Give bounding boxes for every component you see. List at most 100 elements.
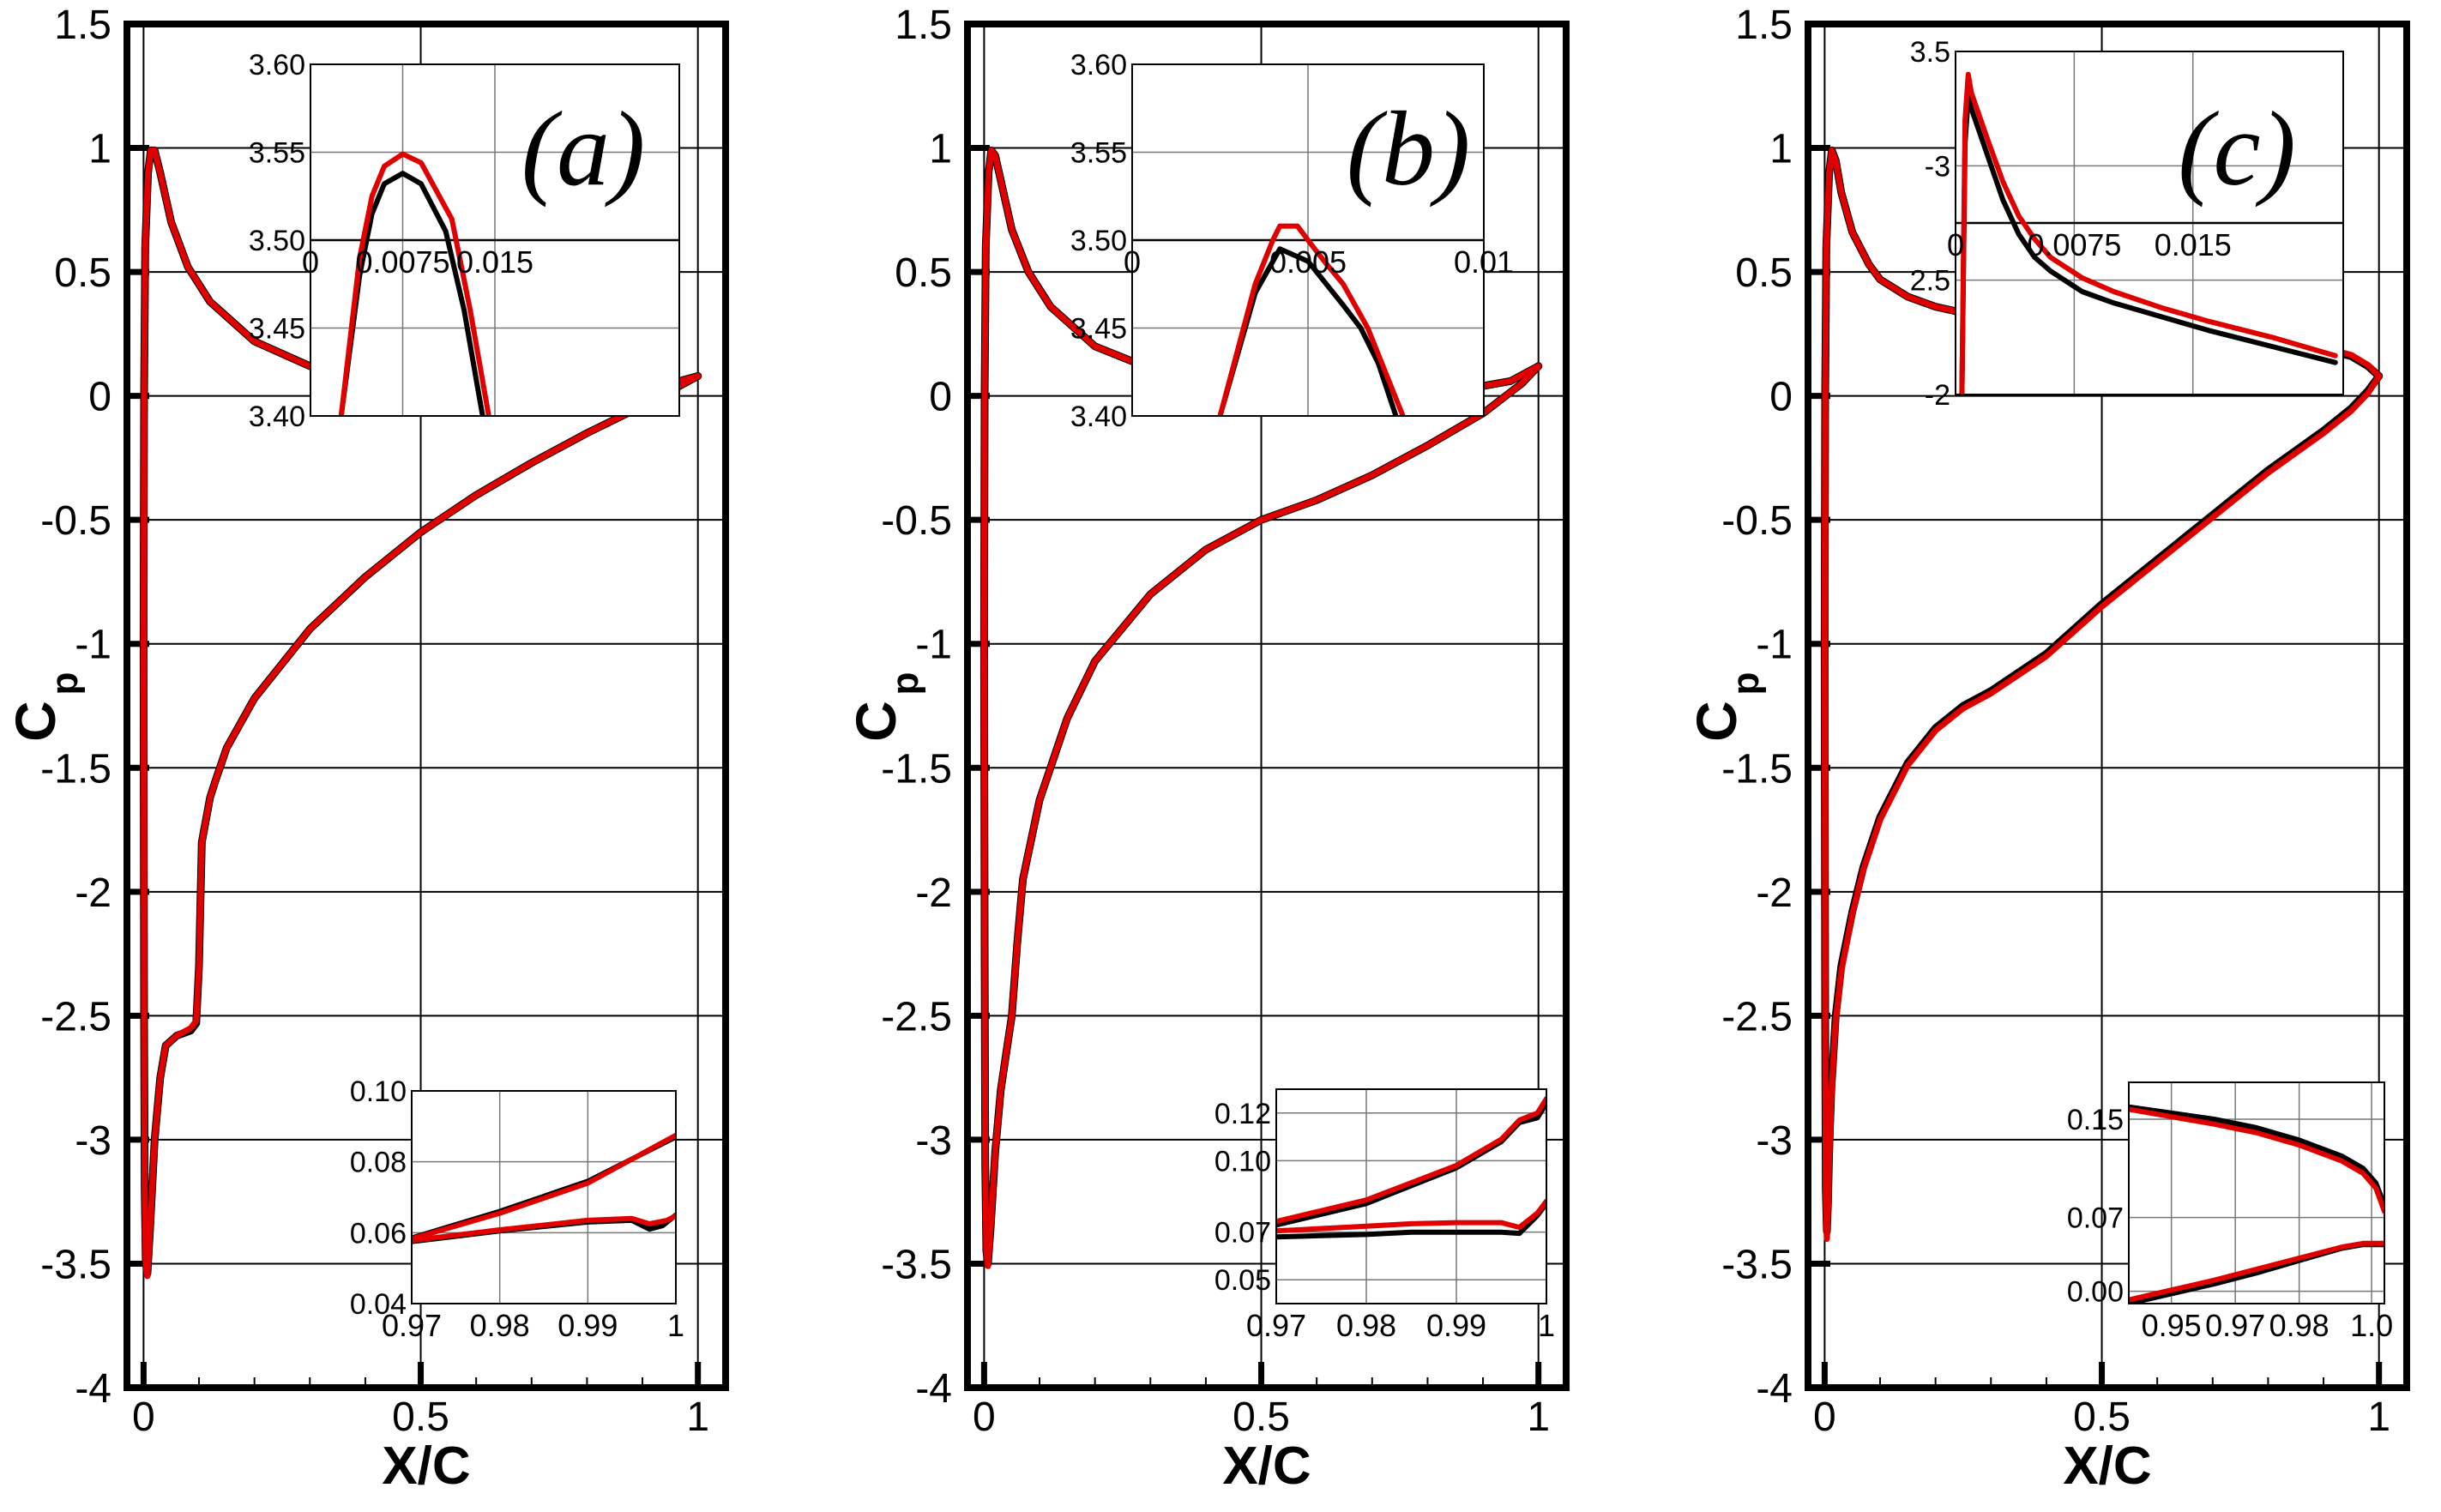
panel-a: -4 -3.5 -3 -2.5 -2 -1.5 -1 -0.5 0 0.5 1 1.5 0 0.5 1 X/C…	[3, 3, 729, 1496]
y-tick-label: -2.5	[881, 994, 952, 1039]
inset-x-tick-label: 0.99	[558, 1308, 618, 1343]
x-tick-label: 0	[132, 1395, 155, 1440]
inset-y-tick-label: 0.05	[1214, 1264, 1271, 1297]
panel-label: (c)	[2178, 90, 2296, 208]
x-axis-label: X/C	[2063, 1437, 2151, 1496]
y-tick-label: -1.5	[40, 746, 112, 792]
x-axis-label: X/C	[382, 1437, 470, 1496]
inset-y-tick-label: 0.06	[350, 1217, 407, 1250]
y-axis-label: Cp	[3, 672, 86, 742]
y-tick-label: -4	[1756, 1366, 1793, 1412]
inset-series	[412, 1132, 676, 1244]
y-tick-label: -3.5	[40, 1242, 112, 1287]
inset-frame	[1955, 51, 2344, 395]
y-tick-label: 1	[88, 127, 112, 172]
inset-series	[1276, 1096, 1546, 1240]
series-line-upper-red	[140, 373, 702, 1280]
inset-bottom: 0.05 0.07 0.10 0.12 0.97 0.98 0.99 1	[1214, 1088, 1555, 1343]
y-tick-label: -3.5	[1721, 1242, 1793, 1287]
inset-x-tick-label: 0.98	[2269, 1308, 2329, 1343]
panel-label: (a)	[521, 90, 646, 208]
x-tick-label: 1	[686, 1395, 709, 1440]
inset-series-line-red-lower	[2129, 1106, 2384, 1214]
inset-y-tick-label: 3.45	[1070, 313, 1127, 346]
y-tick-label: -2	[1756, 870, 1793, 916]
y-axis-label-main: C	[3, 701, 67, 742]
inset-x-tick-label: 0.97	[382, 1308, 442, 1343]
inset-x-tick-label: 0.97	[2205, 1308, 2265, 1343]
inset-y-tick-label: 2.5	[1910, 265, 1950, 298]
y-tick-label: -0.5	[40, 498, 112, 544]
inset-x-tick-label: 0.01	[1454, 244, 1514, 280]
inset-series-line-black	[1217, 246, 1399, 416]
y-axis-label-main: C	[844, 701, 907, 742]
inset-x-tick-label: 0	[1947, 227, 1964, 262]
x-tick-label: 1	[2367, 1395, 2390, 1440]
inset-y-tick-label: 3.40	[249, 401, 305, 433]
panel-c: -4 -3.5 -3 -2.5 -2 -1.5 -1 -0.5 0 0.5 1 1.5 0 0.5 1 X/C…	[1685, 3, 2410, 1496]
y-axis-label-subscript: p	[884, 672, 926, 696]
y-tick-label: 1.5	[895, 3, 952, 48]
inset-y-tick-label: 3.40	[1070, 401, 1127, 433]
x-tick-label: 0.5	[1233, 1395, 1290, 1440]
y-tick-label: 1.5	[54, 3, 112, 48]
inset-grid	[1956, 51, 2343, 395]
inset-grid	[310, 64, 679, 416]
inset-background	[1276, 1089, 1546, 1304]
inset-top: 3.60 3.55 3.50 3.45 3.40 0 0.0075 0.015	[249, 49, 680, 433]
inset-y-tick-label: 0.04	[350, 1288, 407, 1321]
inset-x-tick-label: 0.015	[456, 244, 533, 280]
y-tick-label: 1.5	[1735, 3, 1793, 48]
inset-x-tick-label: 1	[1538, 1308, 1555, 1343]
inset-frame	[1275, 1088, 1547, 1304]
y-tick-label: -2.5	[40, 994, 112, 1039]
inset-series-line-red	[338, 151, 491, 416]
y-axis-label: Cp	[844, 672, 926, 742]
inset-x-tick-label: 0.97	[1246, 1308, 1306, 1343]
inset-series-line-red-lower	[1276, 1096, 1546, 1225]
inset-series-line-red	[1217, 223, 1406, 416]
y-tick-label: 1	[929, 127, 952, 172]
inset-series	[2129, 1104, 2384, 1304]
inset-series	[1959, 71, 2338, 395]
inset-series-line-black-lower	[2129, 1104, 2384, 1208]
inset-grid	[2129, 1082, 2384, 1304]
inset-bottom: 0.00 0.07 0.15 0.95 0.97 0.98 1.0	[2067, 1081, 2393, 1343]
inset-series-line-black	[338, 171, 485, 416]
y-tick-label: -1.5	[881, 746, 952, 792]
y-tick-label: 0	[1769, 375, 1793, 420]
inset-y-tick-label: 0.07	[2067, 1202, 2124, 1235]
inset-y-tick-label: -2	[1925, 379, 1950, 412]
plot-frame	[1805, 21, 2410, 1391]
y-tick-label: -4	[75, 1366, 112, 1412]
series-line-upper-red	[980, 363, 1542, 1269]
inset-y-tick-label: 0.08	[350, 1147, 407, 1179]
x-tick-label: 0.5	[392, 1395, 449, 1440]
panel-label: (b)	[1347, 90, 1471, 208]
inset-x-tick-label: 0.98	[1336, 1308, 1396, 1343]
y-axis-label-subscript: p	[44, 672, 86, 696]
inset-grid	[1276, 1089, 1546, 1304]
inset-y-tick-label: 3.50	[1070, 225, 1127, 257]
y-tick-label: -4	[915, 1366, 952, 1412]
inset-series	[1217, 223, 1406, 416]
inset-x-tick-label: 1.0	[2350, 1308, 2393, 1343]
inset-y-tick-label: 3.5	[1910, 36, 1950, 69]
inset-bottom: 0.04 0.06 0.08 0.10 0.97 0.98 0.99 1	[350, 1075, 684, 1343]
y-tick-label: 0.5	[895, 250, 952, 296]
inset-series-line-red	[1959, 71, 2338, 395]
inset-y-tick-label: 3.50	[249, 225, 305, 257]
x-tick-label: 1	[1527, 1395, 1550, 1440]
inset-series-line-black-upper	[1276, 1201, 1546, 1240]
y-tick-label: -2.5	[1721, 994, 1793, 1039]
y-tick-label: -3	[915, 1118, 952, 1164]
plot-frame	[964, 21, 1570, 1391]
inset-y-tick-label: 3.45	[249, 313, 305, 346]
y-tick-label: -3	[75, 1118, 112, 1164]
inset-x-tick-label: 0.015	[2155, 227, 2232, 262]
inset-y-tick-label: 0.15	[2067, 1104, 2124, 1136]
inset-y-tick-label: 0.00	[2067, 1276, 2124, 1309]
inset-series-line-red-lower	[412, 1132, 676, 1242]
inset-y-tick-label: 3.55	[249, 137, 305, 170]
y-tick-label: -0.5	[1721, 498, 1793, 544]
